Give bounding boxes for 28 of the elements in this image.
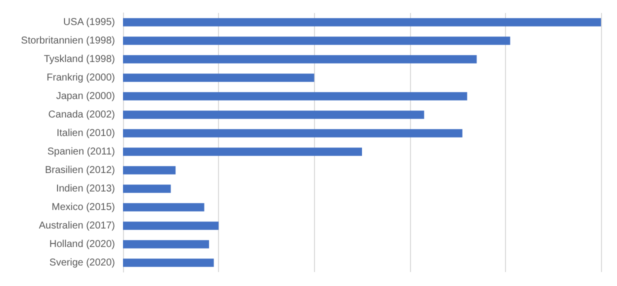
bar bbox=[123, 240, 210, 248]
bar bbox=[123, 18, 601, 26]
bar bbox=[123, 203, 204, 212]
bar bbox=[123, 92, 468, 100]
y-tick-label: Storbritannien (1998) bbox=[21, 35, 115, 46]
bar bbox=[123, 74, 314, 82]
y-tick-label: Australien (2017) bbox=[38, 220, 115, 232]
bar bbox=[123, 258, 214, 267]
bar bbox=[123, 148, 362, 156]
bar bbox=[123, 129, 462, 138]
y-tick-label: Italien (2010) bbox=[56, 128, 115, 139]
bar bbox=[123, 110, 424, 119]
y-tick-label: Frankrig (2000) bbox=[46, 72, 115, 84]
y-tick-label: Brasilien (2012) bbox=[44, 164, 115, 176]
bar bbox=[123, 184, 171, 193]
y-tick-label: Tyskland (1998) bbox=[44, 54, 115, 65]
y-tick-label: Japan (2000) bbox=[56, 90, 115, 102]
bar bbox=[123, 36, 510, 45]
y-tick-label: Indien (2013) bbox=[56, 183, 115, 194]
y-tick-label: Spanien (2011) bbox=[47, 146, 115, 158]
bar bbox=[123, 55, 477, 64]
bar bbox=[123, 222, 219, 230]
y-tick-label: Holland (2020) bbox=[49, 238, 115, 250]
y-tick-label: Canada (2002) bbox=[48, 109, 115, 120]
y-tick-label: USA (1995) bbox=[63, 16, 115, 28]
y-tick-label: Sverige (2020) bbox=[49, 257, 115, 268]
bar bbox=[123, 166, 176, 174]
y-tick-label: Mexico (2015) bbox=[52, 202, 115, 213]
